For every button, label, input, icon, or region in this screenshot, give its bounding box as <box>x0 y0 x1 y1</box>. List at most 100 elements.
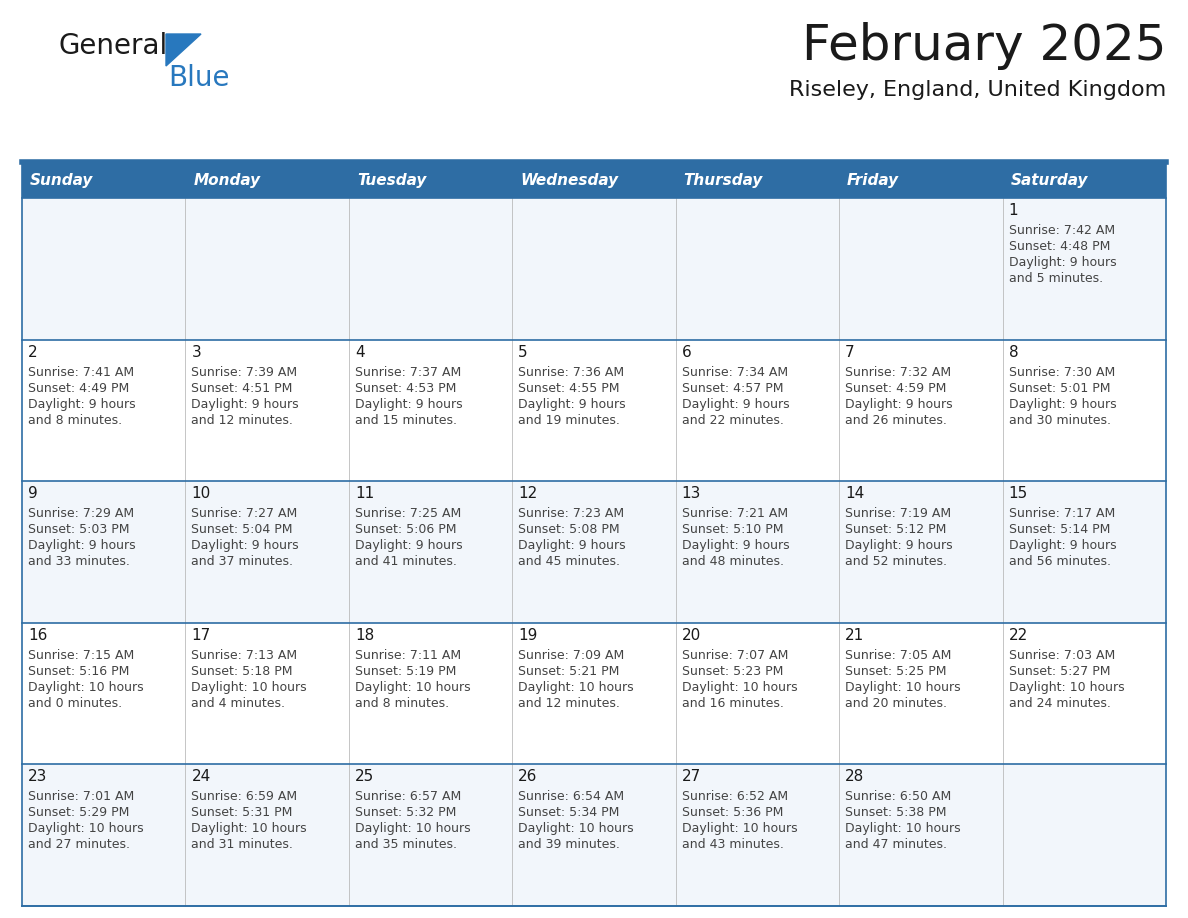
Text: Sunrise: 7:25 AM: Sunrise: 7:25 AM <box>355 508 461 521</box>
Text: Sunset: 5:31 PM: Sunset: 5:31 PM <box>191 806 292 820</box>
Text: General: General <box>58 32 168 60</box>
Text: Sunset: 5:01 PM: Sunset: 5:01 PM <box>1009 382 1110 395</box>
Text: Sunset: 5:04 PM: Sunset: 5:04 PM <box>191 523 293 536</box>
Text: and 12 minutes.: and 12 minutes. <box>518 697 620 710</box>
Text: 20: 20 <box>682 628 701 643</box>
Text: Sunset: 5:27 PM: Sunset: 5:27 PM <box>1009 665 1110 677</box>
Text: Sunrise: 7:09 AM: Sunrise: 7:09 AM <box>518 649 625 662</box>
Text: and 4 minutes.: and 4 minutes. <box>191 697 285 710</box>
Text: Sunset: 5:21 PM: Sunset: 5:21 PM <box>518 665 620 677</box>
Text: 12: 12 <box>518 487 537 501</box>
Text: 25: 25 <box>355 769 374 784</box>
Text: Sunrise: 7:07 AM: Sunrise: 7:07 AM <box>682 649 788 662</box>
Text: 14: 14 <box>845 487 865 501</box>
Text: Daylight: 9 hours: Daylight: 9 hours <box>1009 397 1117 410</box>
Text: Daylight: 9 hours: Daylight: 9 hours <box>845 397 953 410</box>
Text: Sunset: 4:51 PM: Sunset: 4:51 PM <box>191 382 292 395</box>
Text: Monday: Monday <box>194 173 260 187</box>
Text: Daylight: 9 hours: Daylight: 9 hours <box>355 397 462 410</box>
Text: Sunrise: 7:15 AM: Sunrise: 7:15 AM <box>29 649 134 662</box>
Text: Sunrise: 7:19 AM: Sunrise: 7:19 AM <box>845 508 952 521</box>
Text: Sunrise: 7:11 AM: Sunrise: 7:11 AM <box>355 649 461 662</box>
Text: Riseley, England, United Kingdom: Riseley, England, United Kingdom <box>789 80 1165 100</box>
Text: Daylight: 10 hours: Daylight: 10 hours <box>355 681 470 694</box>
Text: Sunrise: 6:59 AM: Sunrise: 6:59 AM <box>191 790 297 803</box>
Text: and 24 minutes.: and 24 minutes. <box>1009 697 1111 710</box>
Text: Sunrise: 7:42 AM: Sunrise: 7:42 AM <box>1009 224 1114 237</box>
FancyBboxPatch shape <box>23 765 1165 906</box>
Text: and 27 minutes.: and 27 minutes. <box>29 838 129 851</box>
Text: 28: 28 <box>845 769 865 784</box>
Text: Sunset: 5:10 PM: Sunset: 5:10 PM <box>682 523 783 536</box>
Text: 27: 27 <box>682 769 701 784</box>
FancyBboxPatch shape <box>23 481 1165 622</box>
Text: Sunset: 5:16 PM: Sunset: 5:16 PM <box>29 665 129 677</box>
Text: Sunset: 5:12 PM: Sunset: 5:12 PM <box>845 523 947 536</box>
Text: and 31 minutes.: and 31 minutes. <box>191 838 293 851</box>
Text: Daylight: 9 hours: Daylight: 9 hours <box>191 539 299 553</box>
Text: 13: 13 <box>682 487 701 501</box>
Text: Daylight: 10 hours: Daylight: 10 hours <box>845 681 961 694</box>
Text: Daylight: 10 hours: Daylight: 10 hours <box>355 823 470 835</box>
Text: 7: 7 <box>845 344 855 360</box>
Text: Daylight: 10 hours: Daylight: 10 hours <box>845 823 961 835</box>
Text: Sunrise: 7:34 AM: Sunrise: 7:34 AM <box>682 365 788 378</box>
Text: and 30 minutes.: and 30 minutes. <box>1009 414 1111 427</box>
Text: Sunrise: 7:17 AM: Sunrise: 7:17 AM <box>1009 508 1114 521</box>
Text: and 33 minutes.: and 33 minutes. <box>29 555 129 568</box>
Text: and 39 minutes.: and 39 minutes. <box>518 838 620 851</box>
Text: Sunset: 5:25 PM: Sunset: 5:25 PM <box>845 665 947 677</box>
Text: Sunset: 4:55 PM: Sunset: 4:55 PM <box>518 382 620 395</box>
Text: Daylight: 10 hours: Daylight: 10 hours <box>191 823 307 835</box>
Text: and 52 minutes.: and 52 minutes. <box>845 555 947 568</box>
Text: Sunrise: 6:54 AM: Sunrise: 6:54 AM <box>518 790 625 803</box>
Text: Sunrise: 7:05 AM: Sunrise: 7:05 AM <box>845 649 952 662</box>
Text: and 8 minutes.: and 8 minutes. <box>29 414 122 427</box>
Text: Sunset: 4:57 PM: Sunset: 4:57 PM <box>682 382 783 395</box>
Text: Sunrise: 7:13 AM: Sunrise: 7:13 AM <box>191 649 297 662</box>
FancyBboxPatch shape <box>23 340 1165 481</box>
Text: Wednesday: Wednesday <box>520 173 619 187</box>
Text: Sunrise: 7:30 AM: Sunrise: 7:30 AM <box>1009 365 1114 378</box>
Text: 10: 10 <box>191 487 210 501</box>
Text: Sunset: 4:49 PM: Sunset: 4:49 PM <box>29 382 129 395</box>
Text: Sunrise: 6:52 AM: Sunrise: 6:52 AM <box>682 790 788 803</box>
Text: Sunset: 4:59 PM: Sunset: 4:59 PM <box>845 382 947 395</box>
Text: and 48 minutes.: and 48 minutes. <box>682 555 784 568</box>
Text: Sunday: Sunday <box>30 173 94 187</box>
Text: and 0 minutes.: and 0 minutes. <box>29 697 122 710</box>
Text: 17: 17 <box>191 628 210 643</box>
Text: Daylight: 9 hours: Daylight: 9 hours <box>1009 256 1117 269</box>
Text: 1: 1 <box>1009 203 1018 218</box>
Text: Sunrise: 6:50 AM: Sunrise: 6:50 AM <box>845 790 952 803</box>
Text: 2: 2 <box>29 344 38 360</box>
Text: Daylight: 10 hours: Daylight: 10 hours <box>1009 681 1124 694</box>
Text: Sunset: 5:34 PM: Sunset: 5:34 PM <box>518 806 620 820</box>
Text: Sunrise: 7:21 AM: Sunrise: 7:21 AM <box>682 508 788 521</box>
FancyBboxPatch shape <box>23 622 1165 765</box>
Text: and 37 minutes.: and 37 minutes. <box>191 555 293 568</box>
FancyBboxPatch shape <box>23 162 1165 198</box>
Text: Sunrise: 7:01 AM: Sunrise: 7:01 AM <box>29 790 134 803</box>
Text: Sunrise: 7:23 AM: Sunrise: 7:23 AM <box>518 508 625 521</box>
Text: 22: 22 <box>1009 628 1028 643</box>
Text: Friday: Friday <box>847 173 899 187</box>
Text: Daylight: 10 hours: Daylight: 10 hours <box>29 681 144 694</box>
Text: Daylight: 10 hours: Daylight: 10 hours <box>682 823 797 835</box>
Text: Daylight: 9 hours: Daylight: 9 hours <box>191 397 299 410</box>
Text: Daylight: 9 hours: Daylight: 9 hours <box>845 539 953 553</box>
Text: 18: 18 <box>355 628 374 643</box>
Text: and 16 minutes.: and 16 minutes. <box>682 697 784 710</box>
Text: 11: 11 <box>355 487 374 501</box>
Text: 16: 16 <box>29 628 48 643</box>
FancyBboxPatch shape <box>23 198 1165 340</box>
Text: and 19 minutes.: and 19 minutes. <box>518 414 620 427</box>
Text: Sunrise: 7:03 AM: Sunrise: 7:03 AM <box>1009 649 1114 662</box>
Text: and 22 minutes.: and 22 minutes. <box>682 414 784 427</box>
Text: Sunrise: 7:36 AM: Sunrise: 7:36 AM <box>518 365 625 378</box>
Text: Sunset: 4:53 PM: Sunset: 4:53 PM <box>355 382 456 395</box>
Text: Daylight: 9 hours: Daylight: 9 hours <box>682 397 789 410</box>
Text: 4: 4 <box>355 344 365 360</box>
Text: 23: 23 <box>29 769 48 784</box>
Text: 26: 26 <box>518 769 538 784</box>
